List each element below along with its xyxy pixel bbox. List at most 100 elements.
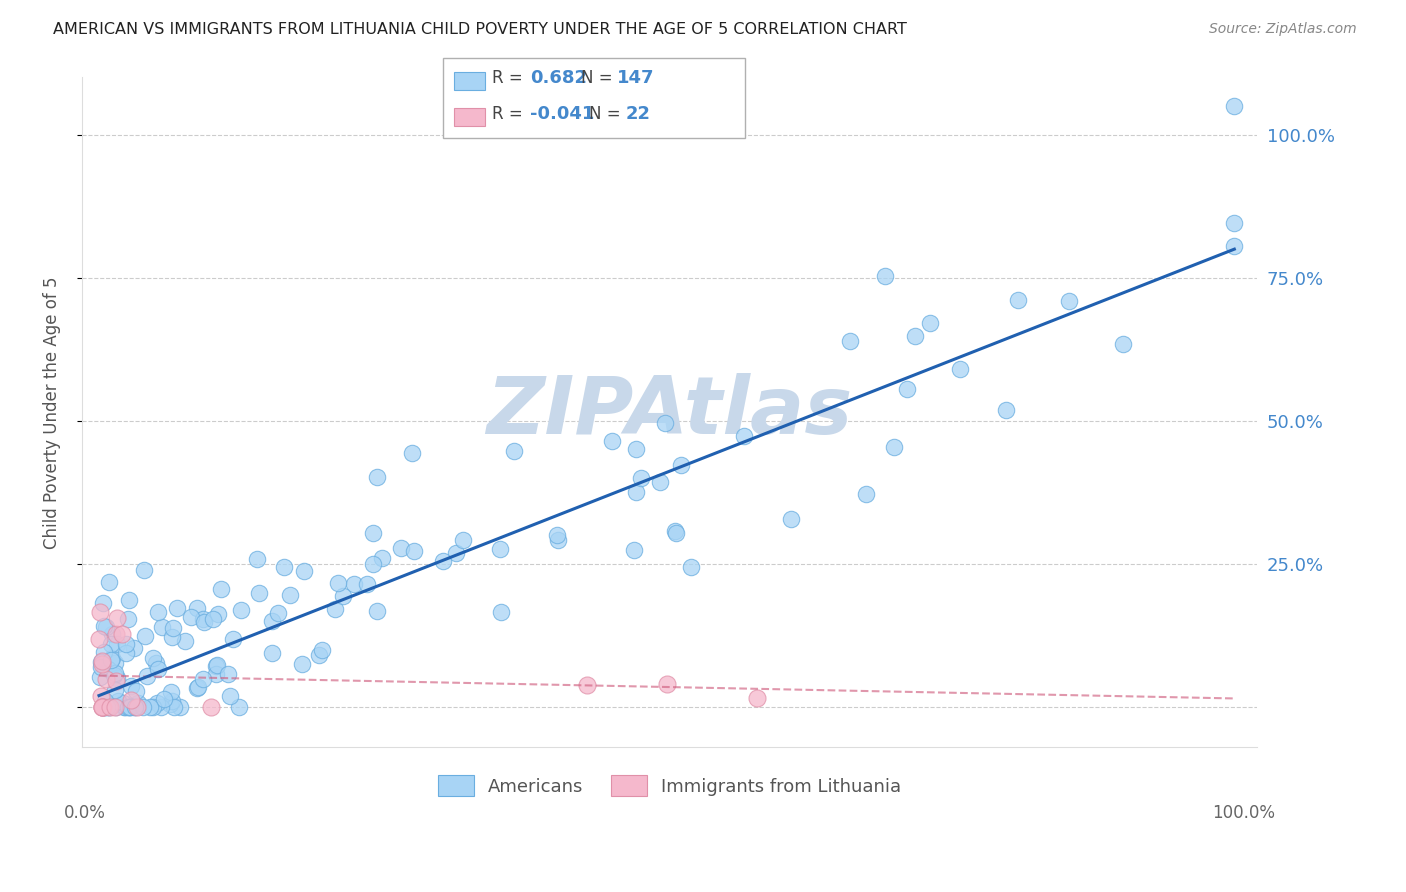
Point	[489, 541, 512, 556]
Point	[104, 666, 127, 681]
Text: -0.041: -0.041	[530, 105, 595, 123]
Point	[200, 700, 222, 714]
Point	[91, 657, 114, 672]
Point	[186, 601, 208, 615]
Point	[93, 645, 115, 659]
Point	[671, 458, 693, 473]
Point	[160, 684, 183, 698]
Point	[105, 627, 128, 641]
Point	[111, 697, 134, 711]
Point	[89, 632, 111, 646]
Point	[361, 526, 384, 541]
Point	[159, 698, 181, 712]
Point	[97, 574, 120, 589]
Point	[1059, 294, 1081, 309]
Point	[98, 700, 121, 714]
Point	[160, 630, 183, 644]
Point	[1111, 336, 1133, 351]
Point	[139, 700, 162, 714]
Point	[624, 485, 647, 500]
Point	[174, 633, 197, 648]
Point	[681, 560, 703, 574]
Point	[401, 446, 423, 460]
Point	[904, 328, 927, 343]
Point	[193, 615, 215, 630]
Point	[91, 700, 114, 714]
Y-axis label: Child Poverty Under the Age of 5: Child Poverty Under the Age of 5	[44, 276, 60, 549]
Point	[89, 670, 111, 684]
Point	[273, 560, 295, 574]
Point	[146, 606, 169, 620]
Point	[191, 612, 214, 626]
Point	[655, 677, 678, 691]
Point	[205, 658, 228, 673]
Point	[100, 700, 122, 714]
Point	[145, 657, 167, 671]
Text: ZIPAtlas: ZIPAtlas	[486, 373, 852, 451]
Point	[122, 641, 145, 656]
Point	[100, 637, 122, 651]
Point	[132, 700, 155, 714]
Point	[918, 316, 941, 330]
Point	[186, 681, 208, 695]
Point	[90, 659, 112, 673]
Text: AMERICAN VS IMMIGRANTS FROM LITHUANIA CHILD POVERTY UNDER THE AGE OF 5 CORRELATI: AMERICAN VS IMMIGRANTS FROM LITHUANIA CH…	[53, 22, 907, 37]
Point	[105, 700, 128, 714]
Point	[201, 611, 224, 625]
Text: 22: 22	[626, 105, 651, 123]
Point	[120, 693, 142, 707]
Point	[91, 700, 114, 714]
Point	[91, 596, 114, 610]
Point	[105, 611, 128, 625]
Point	[150, 700, 173, 714]
Point	[124, 700, 146, 714]
Text: 0.682: 0.682	[530, 70, 588, 87]
Point	[219, 689, 242, 703]
Point	[247, 586, 270, 600]
Point	[90, 654, 112, 668]
Point	[328, 576, 350, 591]
Point	[665, 525, 688, 540]
Text: 147: 147	[617, 70, 655, 87]
Point	[134, 629, 156, 643]
Point	[111, 626, 134, 640]
Point	[150, 620, 173, 634]
Point	[343, 577, 366, 591]
Point	[747, 690, 769, 705]
Point	[432, 554, 454, 568]
Point	[105, 637, 128, 651]
Point	[191, 672, 214, 686]
Point	[654, 416, 676, 430]
Point	[90, 700, 112, 714]
Point	[664, 524, 686, 538]
Point	[246, 552, 269, 566]
Point	[146, 696, 169, 710]
Point	[153, 691, 176, 706]
Point	[160, 693, 183, 707]
Point	[489, 605, 512, 619]
Point	[169, 700, 191, 714]
Point	[308, 648, 330, 663]
Point	[101, 650, 124, 665]
Point	[96, 620, 118, 634]
Text: R =: R =	[492, 105, 529, 123]
Point	[733, 429, 755, 443]
Point	[107, 694, 129, 708]
Point	[361, 557, 384, 571]
Point	[122, 700, 145, 714]
Point	[222, 632, 245, 646]
Point	[291, 657, 314, 671]
Point	[1223, 99, 1246, 113]
Point	[503, 443, 526, 458]
Point	[311, 643, 333, 657]
Point	[115, 637, 138, 651]
Point	[855, 487, 877, 501]
Point	[389, 541, 412, 555]
Point	[650, 475, 672, 489]
Point	[228, 700, 250, 714]
Point	[780, 512, 803, 526]
Point	[89, 605, 111, 619]
Point	[838, 334, 860, 348]
Point	[90, 700, 112, 714]
Point	[994, 403, 1017, 417]
